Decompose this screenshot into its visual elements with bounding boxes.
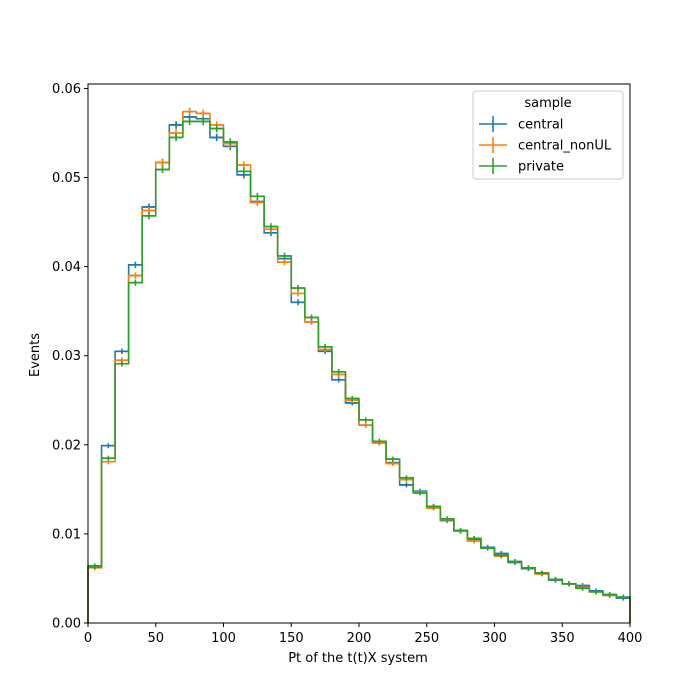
series-private <box>87 117 631 623</box>
y-tick-label: 0.02 <box>52 438 81 453</box>
series-layer <box>87 107 631 623</box>
y-tick-label: 0.01 <box>52 527 81 542</box>
x-tick-label: 150 <box>279 631 304 646</box>
y-tick-label: 0.00 <box>52 617 81 632</box>
legend-item-private: private <box>479 158 564 175</box>
x-tick-label: 0 <box>84 631 92 646</box>
x-tick-label: 300 <box>482 631 507 646</box>
legend-item-central: central <box>479 116 563 133</box>
legend-title: sample <box>524 96 571 111</box>
x-tick-label: 200 <box>347 631 372 646</box>
x-tick-label: 50 <box>147 631 164 646</box>
y-tick-label: 0.03 <box>52 349 81 364</box>
legend-item-central_nonUL: central_nonUL <box>479 137 612 154</box>
axes-layer: 0 50 100 150 200 250 300 350 400 0.00 0.01 0.02 0.03… <box>52 82 642 646</box>
legend-label: central_nonUL <box>518 139 612 154</box>
x-tick-label: 100 <box>211 631 236 646</box>
x-tick-label: 350 <box>550 631 575 646</box>
legend-box <box>472 90 624 180</box>
y-tick-label: 0.05 <box>52 171 81 186</box>
x-axis-label: Pt of the t(t)X system <box>288 651 428 666</box>
y-tick-label: 0.06 <box>52 82 81 97</box>
x-tick-label: 400 <box>618 631 643 646</box>
legend-label: central <box>518 118 563 133</box>
y-axis-label: Events <box>28 333 43 377</box>
y-tick-label: 0.04 <box>52 260 81 275</box>
x-tick-label: 250 <box>414 631 439 646</box>
legend-label: private <box>518 160 564 175</box>
step-line-private <box>87 120 631 623</box>
